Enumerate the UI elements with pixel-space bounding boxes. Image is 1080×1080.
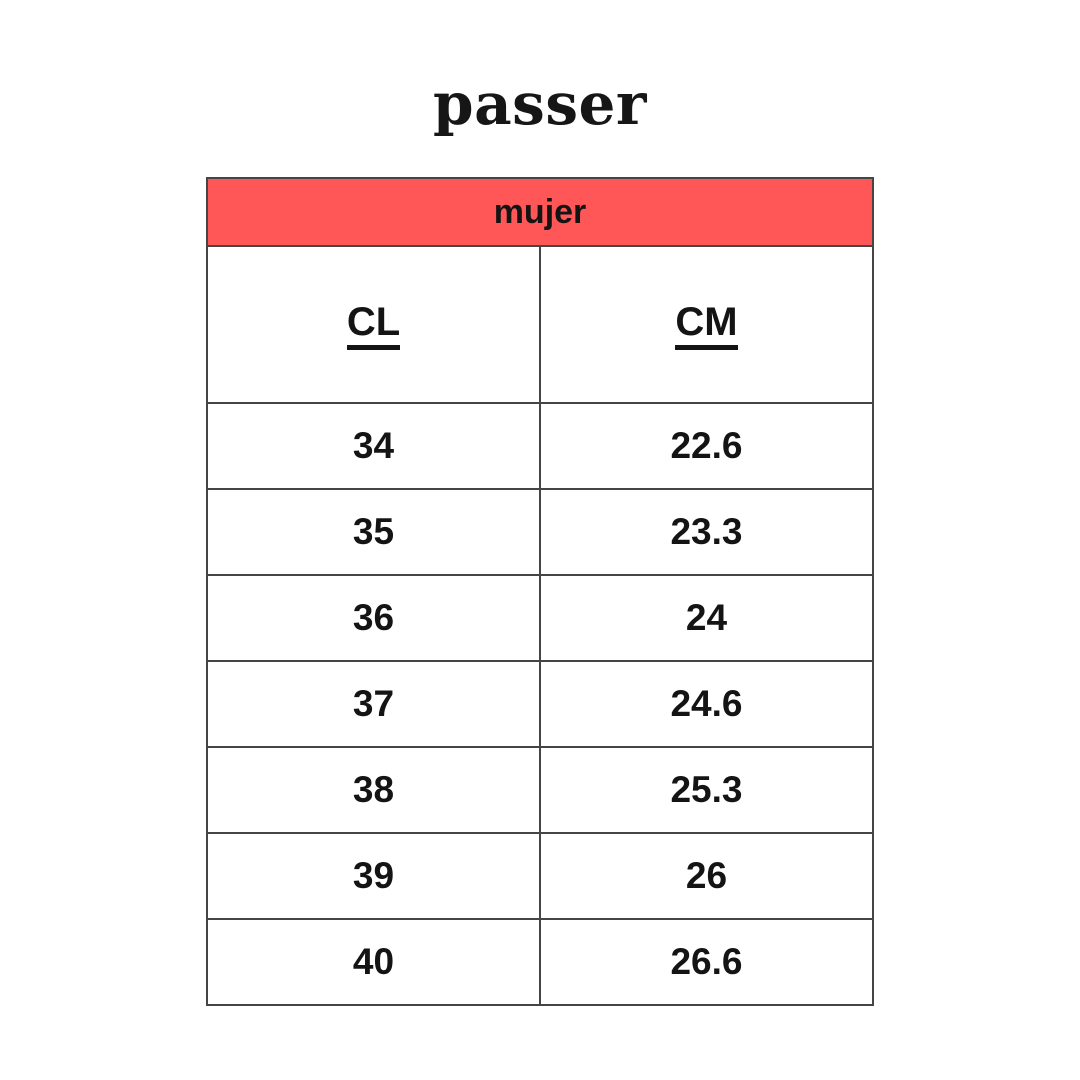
cell-size-cl: 39 — [206, 832, 541, 920]
column-header-cl: CL — [206, 245, 541, 404]
cell-size-cm: 24 — [539, 574, 874, 662]
gender-header: mujer — [206, 177, 874, 247]
cell-size-cm: 26.6 — [539, 918, 874, 1006]
table-row: 37 24.6 — [206, 660, 874, 748]
cell-size-cl: 36 — [206, 574, 541, 662]
size-chart-table: mujer CL CM 34 22.6 35 23.3 36 24 37 24.6 38 25.3… — [206, 177, 874, 1006]
cell-size-cm: 24.6 — [539, 660, 874, 748]
cell-size-cm: 22.6 — [539, 402, 874, 490]
column-header-row: CL CM — [206, 245, 874, 404]
cell-size-cm: 25.3 — [539, 746, 874, 834]
column-header-cl-label: CL — [346, 302, 401, 350]
column-header-cm-label: CM — [675, 302, 738, 350]
cell-size-cm: 23.3 — [539, 488, 874, 576]
cell-size-cl: 38 — [206, 746, 541, 834]
table-row: 36 24 — [206, 574, 874, 662]
gender-header-row: mujer — [206, 177, 874, 247]
table-row: 40 26.6 — [206, 918, 874, 1006]
cell-size-cl: 37 — [206, 660, 541, 748]
cell-size-cl: 34 — [206, 402, 541, 490]
size-table-body: 34 22.6 35 23.3 36 24 37 24.6 38 25.3 39 26 40 26.6 — [206, 402, 874, 1006]
table-row: 34 22.6 — [206, 402, 874, 490]
table-row: 39 26 — [206, 832, 874, 920]
table-row: 35 23.3 — [206, 488, 874, 576]
cell-size-cl: 35 — [206, 488, 541, 576]
cell-size-cl: 40 — [206, 918, 541, 1006]
brand-logo: passer — [433, 70, 647, 138]
column-header-cm: CM — [539, 245, 874, 404]
cell-size-cm: 26 — [539, 832, 874, 920]
table-row: 38 25.3 — [206, 746, 874, 834]
